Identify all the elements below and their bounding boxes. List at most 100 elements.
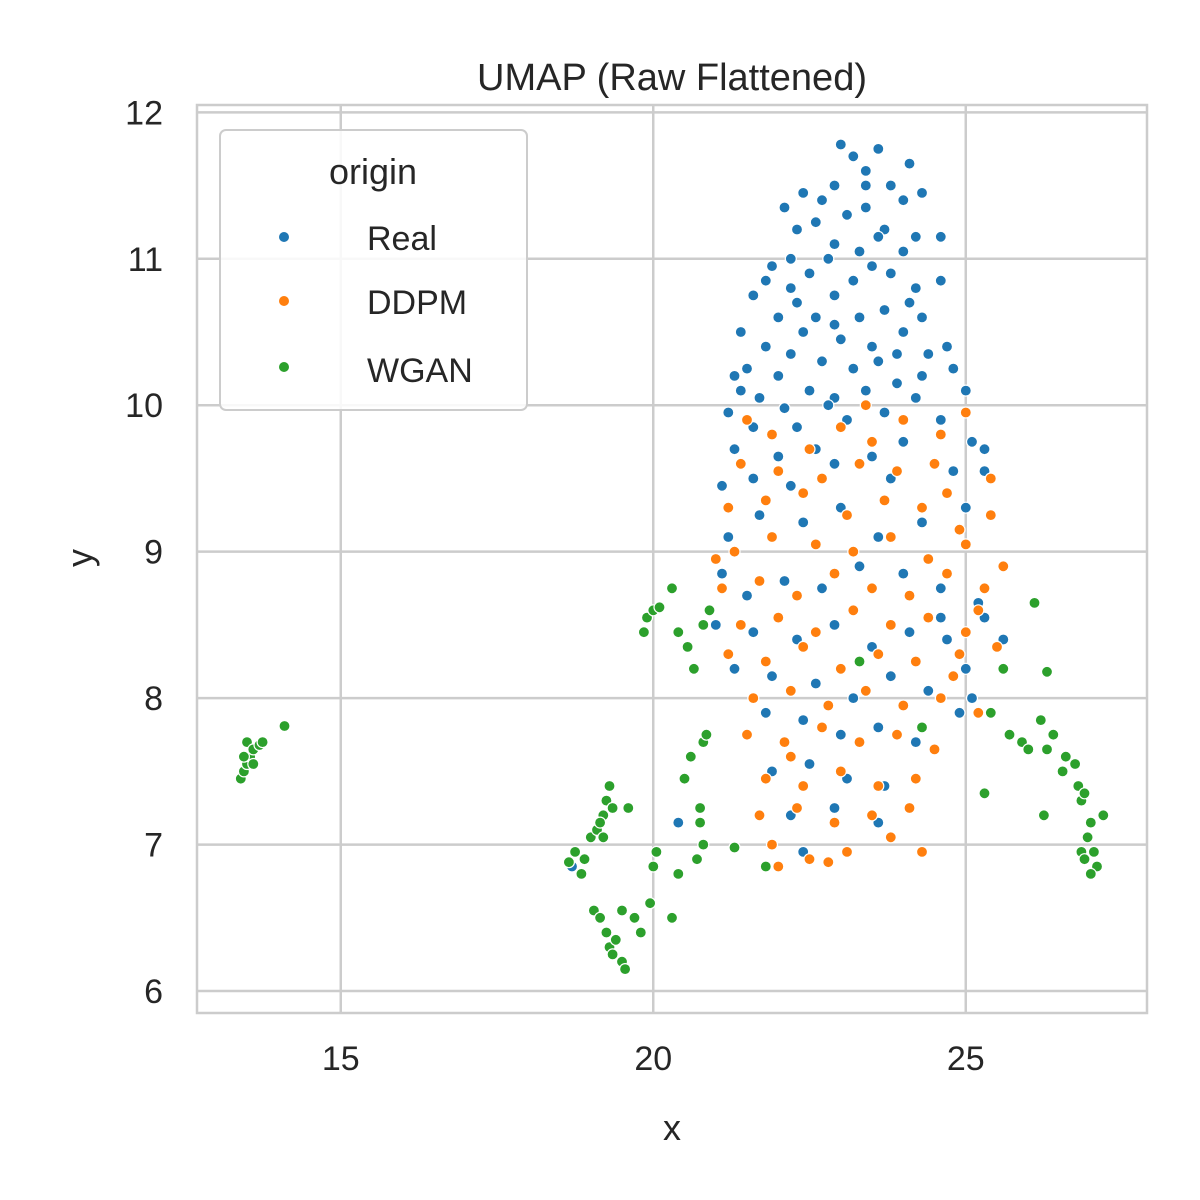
point-real (778, 574, 791, 588)
point-ddpm (897, 699, 910, 712)
point-real (884, 267, 897, 280)
legend-label-wgan: WGAN (367, 352, 473, 390)
point-ddpm (715, 582, 729, 595)
point-ddpm (872, 648, 885, 661)
point-real (797, 516, 810, 529)
point-real (922, 684, 935, 697)
point-real (828, 179, 841, 192)
point-ddpm (784, 750, 797, 763)
point-real (909, 735, 922, 749)
point-wgan (700, 728, 713, 741)
point-ddpm (753, 809, 766, 822)
point-wgan (237, 750, 250, 763)
y-tick-label: 11 (128, 241, 163, 279)
point-real (847, 362, 860, 375)
point-wgan (687, 662, 701, 675)
point-ddpm (990, 640, 1004, 654)
legend-box (219, 129, 528, 411)
legend-label-real: Real (367, 220, 437, 258)
point-ddpm (978, 582, 991, 595)
point-ddpm (997, 560, 1010, 573)
point-ddpm (859, 399, 872, 412)
point-wgan (1047, 728, 1060, 741)
point-ddpm (772, 465, 785, 478)
point-ddpm (834, 765, 847, 778)
point-ddpm (897, 413, 910, 426)
point-wgan (603, 779, 616, 793)
x-tick-label: 20 (634, 1040, 672, 1078)
point-real (740, 362, 754, 375)
point-wgan (628, 911, 641, 924)
legend-marker-real (279, 232, 289, 242)
point-real (734, 325, 747, 339)
point-real (915, 369, 929, 382)
point-wgan (609, 933, 622, 946)
point-ddpm (803, 443, 816, 456)
point-ddpm (903, 801, 916, 815)
point-real (890, 377, 904, 390)
point-ddpm (759, 655, 772, 668)
point-real (859, 201, 872, 214)
point-wgan (1040, 665, 1054, 678)
point-wgan (593, 911, 607, 924)
point-real (815, 355, 829, 368)
point-wgan (647, 860, 660, 873)
point-ddpm (909, 772, 922, 785)
point-real (890, 347, 904, 361)
point-real (803, 757, 816, 771)
point-wgan (1003, 728, 1016, 741)
point-wgan (759, 860, 772, 873)
point-ddpm (772, 611, 785, 624)
point-real (978, 443, 991, 456)
point-real (784, 282, 797, 295)
point-real (747, 289, 760, 302)
point-wgan (678, 772, 691, 785)
point-real (784, 479, 797, 492)
point-ddpm (903, 589, 916, 602)
point-real (778, 402, 791, 415)
point-real (784, 347, 797, 361)
point-ddpm (847, 545, 860, 558)
legend-title: origin (329, 151, 417, 192)
point-ddpm (759, 772, 772, 785)
point-real (790, 223, 804, 236)
point-real (878, 406, 891, 419)
y-tick-label: 9 (144, 534, 163, 572)
point-ddpm (884, 831, 897, 844)
point-wgan (693, 816, 707, 829)
point-wgan (637, 626, 651, 639)
legend: origin Real DDPM WGAN (219, 129, 528, 411)
point-wgan (606, 801, 619, 815)
y-tick-label: 12 (125, 94, 163, 132)
point-wgan (997, 662, 1010, 675)
point-ddpm (790, 801, 804, 815)
point-wgan (1078, 787, 1091, 800)
point-real (915, 311, 929, 324)
point-real (940, 633, 954, 646)
point-real (803, 384, 816, 397)
point-ddpm (834, 662, 847, 675)
point-real (853, 245, 866, 258)
point-real (809, 677, 822, 690)
point-ddpm (722, 648, 735, 661)
point-wgan (853, 655, 866, 668)
point-real (815, 582, 829, 595)
point-real (828, 238, 841, 251)
point-ddpm (847, 604, 860, 617)
point-real (909, 391, 922, 404)
y-tick-label: 7 (144, 827, 163, 865)
legend-item-ddpm: DDPM (279, 284, 467, 322)
point-ddpm (747, 691, 760, 705)
point-wgan (615, 904, 629, 917)
point-real (840, 208, 854, 221)
point-real (828, 289, 841, 302)
point-real (947, 465, 960, 478)
x-axis-label: x (663, 1107, 681, 1148)
y-tick-label: 8 (144, 680, 163, 718)
point-ddpm (947, 670, 960, 683)
point-ddpm (822, 856, 835, 869)
point-wgan (1059, 750, 1072, 763)
point-real (934, 611, 947, 624)
point-ddpm (984, 508, 997, 522)
point-ddpm (890, 465, 904, 478)
